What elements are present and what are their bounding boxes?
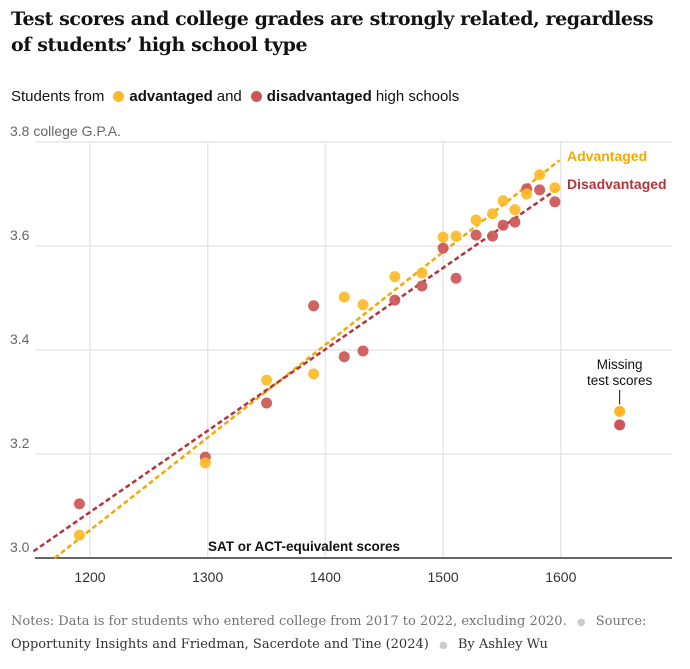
- legend-suffix: high schools: [375, 88, 460, 105]
- annotation-missing-line1: Missing: [597, 357, 643, 372]
- separator-dot: ●: [438, 640, 448, 651]
- advantaged-point: [509, 204, 521, 216]
- advantaged-point: [549, 182, 561, 194]
- advantaged-point: [437, 231, 449, 243]
- y-tick-label: 3.6: [10, 227, 30, 243]
- axes: 3.0 3.2 3.4 3.6 3.8 college G.P.A. 1200 1300 14…: [10, 123, 672, 585]
- disadvantaged-point: [534, 184, 546, 196]
- x-tick-label: 1600: [545, 569, 576, 585]
- y-tick-label: 3.0: [10, 539, 30, 555]
- grid: [35, 141, 672, 558]
- disadvantaged-point: [389, 294, 401, 306]
- disadvantaged-point: [308, 300, 320, 312]
- disadvantaged-point: [261, 397, 273, 409]
- footer-notes: Notes: Data is for students who entered …: [11, 611, 671, 657]
- disadvantaged-point: [450, 272, 462, 284]
- disadvantaged-point: [470, 229, 482, 241]
- disadvantaged-dot-icon: [250, 91, 262, 102]
- advantaged-point: [199, 457, 211, 469]
- disadvantaged-trendline: [32, 186, 561, 553]
- advantaged-point: [487, 208, 499, 220]
- y-tick-label: 3.8 college G.P.A.: [10, 123, 121, 139]
- byline: By Ashley Wu: [457, 637, 548, 652]
- x-tick-label: 1300: [192, 569, 223, 585]
- chart-title: Test scores and college grades are stron…: [11, 8, 654, 56]
- source-label: Source:: [595, 614, 647, 629]
- x-tick-label: 1500: [428, 569, 459, 585]
- legend: Students from advantaged and disadvantag…: [11, 88, 459, 105]
- advantaged-point: [389, 271, 401, 283]
- disadvantaged-trend-label: Disadvantaged: [567, 176, 667, 192]
- advantaged-point: [497, 195, 509, 207]
- x-tick-label: 1200: [74, 569, 105, 585]
- advantaged-point: [450, 230, 462, 242]
- disadvantaged-point: [357, 345, 369, 357]
- disadvantaged-point: [549, 196, 561, 208]
- y-tick-label: 3.2: [10, 435, 30, 451]
- disadvantaged-point: [487, 230, 499, 242]
- legend-advantaged: advantaged: [129, 88, 213, 105]
- disadvantaged-point: [509, 216, 521, 228]
- annotation-missing-line2: test scores: [587, 373, 653, 388]
- advantaged-trendline: [53, 159, 561, 559]
- legend-disadvantaged: disadvantaged: [266, 88, 372, 105]
- disadvantaged-point: [497, 219, 509, 231]
- advantaged-dot-icon: [113, 91, 125, 102]
- advantaged-point: [534, 169, 546, 181]
- advantaged-point: [521, 188, 533, 200]
- legend-and: and: [216, 88, 242, 105]
- disadvantaged-point: [73, 498, 85, 510]
- x-tick-label: 1400: [310, 569, 341, 585]
- disadvantaged-missing-scores-point: [614, 419, 626, 431]
- legend-prefix: Students from: [11, 88, 105, 105]
- advantaged-point: [73, 529, 85, 541]
- separator-dot: ●: [576, 617, 586, 628]
- y-tick-label: 3.4: [10, 331, 30, 347]
- disadvantaged-point: [437, 242, 449, 254]
- advantaged-point: [416, 267, 428, 279]
- data-points: [73, 169, 626, 541]
- source-text: Opportunity Insights and Friedman, Sacer…: [11, 637, 429, 652]
- advantaged-point: [357, 299, 369, 311]
- disadvantaged-point: [416, 280, 428, 292]
- advantaged-point: [308, 368, 320, 380]
- notes-text: Notes: Data is for students who entered …: [11, 614, 567, 629]
- trendlines: [32, 159, 561, 559]
- advantaged-point: [338, 291, 350, 303]
- disadvantaged-point: [338, 351, 350, 363]
- advantaged-trend-label: Advantaged: [567, 148, 647, 164]
- x-axis-label: SAT or ACT-equivalent scores: [208, 539, 400, 554]
- advantaged-missing-scores-point: [614, 405, 626, 417]
- advantaged-point: [261, 374, 273, 386]
- advantaged-point: [470, 214, 482, 226]
